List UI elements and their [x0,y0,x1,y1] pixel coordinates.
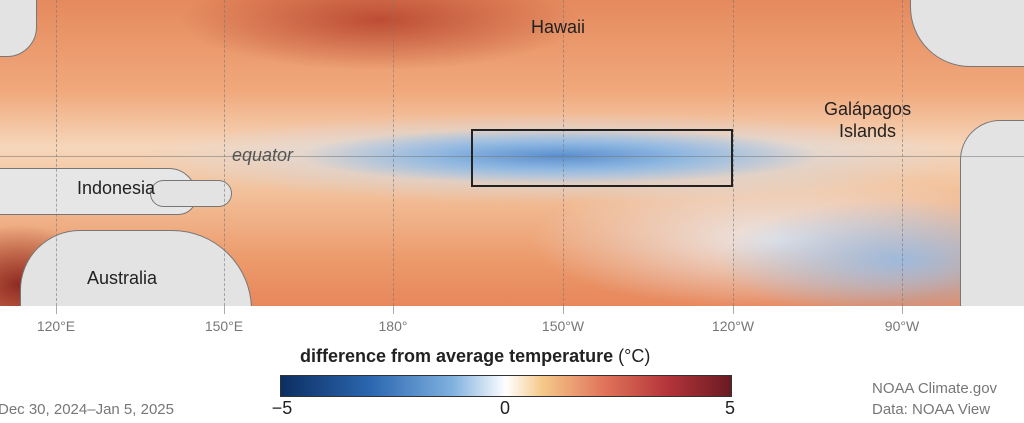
gridline [902,0,903,306]
tick-mark [224,306,225,314]
tick-mark [733,306,734,314]
landmass-asia [0,0,37,57]
landmass-americas [960,120,1024,306]
landmass-australia [20,230,252,306]
credit: NOAA Climate.gov [872,380,998,397]
legend-title-text: difference from average temperature [300,346,614,366]
legend-mid: 0 [499,398,511,418]
legend-min: −5 [271,398,293,418]
legend-unit: (°C) [618,346,651,366]
landmass-new-guinea [150,180,232,207]
equator-line [0,156,1024,157]
nino-region-box [471,129,733,187]
gridline [224,0,225,306]
label-indonesia: Indonesia [77,178,156,198]
tick-mark [902,306,903,314]
longitude-tick: 120°E [36,318,76,334]
longitude-tick: 120°W [711,318,755,334]
longitude-tick: 180° [378,318,408,334]
landmass-mexico [910,0,1024,67]
longitude-tick: 150°W [541,318,585,334]
data-source: Data: NOAA View [872,401,991,418]
tick-mark [393,306,394,314]
gridline [563,0,564,306]
label-galapagos-2: Islands [839,121,897,141]
gridline [393,0,394,306]
legend-title: difference from average temperature (°C) [300,346,650,367]
tick-mark [56,306,57,314]
label-galapagos-1: Galápagos [824,99,912,119]
date-range: Dec 30, 2024–Jan 5, 2025 [0,401,174,418]
gridline [733,0,734,306]
longitude-tick: 150°E [204,318,244,334]
color-scale-bar [280,375,732,397]
tick-mark [563,306,564,314]
gridline [56,0,57,306]
label-equator: equator [232,145,294,165]
legend-max: 5 [724,398,736,418]
label-australia: Australia [87,268,158,288]
label-hawaii: Hawaii [531,17,586,37]
longitude-tick: 90°W [884,318,920,334]
sea-surface-temperature-map: Hawaii Galápagos Islands equator Indones… [0,0,1024,306]
